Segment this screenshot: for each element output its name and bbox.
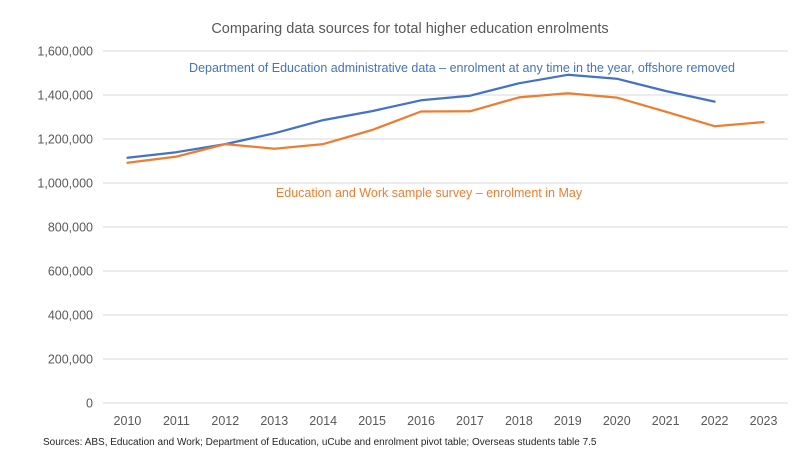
y-tick-label: 800,000 <box>48 221 93 235</box>
y-tick-label: 1,200,000 <box>37 133 93 147</box>
x-tick-label: 2012 <box>211 414 239 428</box>
x-tick-label: 2021 <box>652 414 680 428</box>
x-tick-label: 2010 <box>114 414 142 428</box>
series-lines <box>126 73 765 164</box>
series-line-doe <box>126 73 716 159</box>
x-tick-label: 2020 <box>603 414 631 428</box>
chart-title: Comparing data sources for total higher … <box>211 21 608 37</box>
y-tick-label: 1,400,000 <box>37 89 93 103</box>
y-tick-label: 1,000,000 <box>37 177 93 191</box>
y-axis: 0 200,000 400,000 600,000 800,000 1,000,000 1,… <box>37 45 93 411</box>
x-tick-label: 2019 <box>554 414 582 428</box>
y-tick-label: 0 <box>86 397 93 411</box>
series-line-edwork <box>126 92 765 164</box>
gridlines <box>103 50 788 404</box>
annotation-edwork: Education and Work sample survey – enrol… <box>276 186 583 200</box>
x-tick-label: 2013 <box>260 414 288 428</box>
x-tick-label: 2023 <box>750 414 778 428</box>
source-note: Sources: ABS, Education and Work; Depart… <box>43 437 597 448</box>
x-tick-label: 2015 <box>358 414 386 428</box>
x-tick-label: 2018 <box>505 414 533 428</box>
x-tick-label: 2011 <box>163 414 190 428</box>
x-tick-label: 2022 <box>701 414 729 428</box>
x-tick-label: 2014 <box>309 414 337 428</box>
y-tick-label: 600,000 <box>48 265 93 279</box>
annotation-doe: Department of Education administrative d… <box>189 61 735 75</box>
y-tick-label: 200,000 <box>48 353 93 367</box>
x-axis: 2010 2011 2012 2013 2014 2015 2016 2017 2018 2019… <box>114 414 778 428</box>
y-tick-label: 1,600,000 <box>37 45 93 59</box>
y-tick-label: 400,000 <box>48 309 93 323</box>
x-tick-label: 2016 <box>407 414 435 428</box>
x-tick-label: 2017 <box>456 414 484 428</box>
